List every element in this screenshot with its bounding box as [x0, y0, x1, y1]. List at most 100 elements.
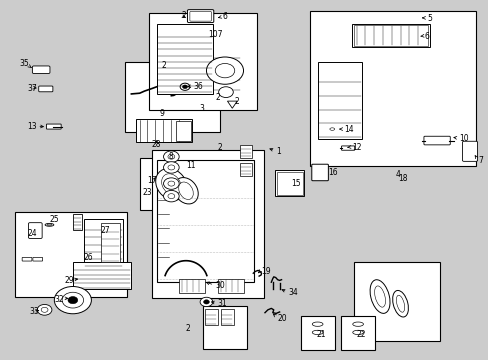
FancyBboxPatch shape — [341, 146, 354, 150]
Circle shape — [218, 87, 233, 98]
Text: 31: 31 — [217, 299, 227, 308]
Text: 9: 9 — [159, 109, 163, 118]
Circle shape — [37, 305, 52, 315]
Text: 24: 24 — [27, 229, 37, 238]
Bar — [73, 262, 131, 289]
Circle shape — [68, 297, 78, 304]
Ellipse shape — [327, 127, 336, 132]
Text: 6: 6 — [424, 32, 429, 41]
Bar — [136, 119, 192, 142]
FancyBboxPatch shape — [32, 66, 50, 73]
Circle shape — [167, 181, 174, 186]
Bar — [140, 158, 210, 211]
Circle shape — [203, 300, 209, 304]
Bar — [203, 306, 246, 348]
Text: 6: 6 — [222, 12, 227, 21]
Text: 34: 34 — [288, 288, 298, 297]
Circle shape — [167, 194, 174, 199]
Bar — [73, 214, 81, 230]
Text: 2: 2 — [185, 324, 190, 333]
Ellipse shape — [312, 322, 323, 326]
Text: 13: 13 — [27, 122, 37, 131]
Circle shape — [215, 63, 234, 78]
Ellipse shape — [374, 286, 385, 307]
Bar — [275, 170, 304, 196]
Text: 29: 29 — [64, 276, 74, 285]
Circle shape — [62, 292, 83, 308]
Text: 22: 22 — [356, 330, 366, 339]
Bar — [239, 163, 251, 176]
Ellipse shape — [352, 322, 363, 326]
Bar — [353, 26, 427, 46]
Text: 15: 15 — [290, 179, 300, 188]
Bar — [217, 279, 244, 293]
Text: 8: 8 — [168, 152, 173, 161]
FancyBboxPatch shape — [39, 86, 53, 92]
Text: 18: 18 — [397, 174, 407, 183]
Text: 16: 16 — [328, 168, 337, 177]
Bar — [149, 13, 256, 110]
Bar — [353, 262, 439, 341]
Bar — [205, 309, 218, 325]
Text: 12: 12 — [351, 143, 361, 152]
Text: 37: 37 — [27, 84, 37, 93]
FancyBboxPatch shape — [423, 136, 449, 145]
Bar — [157, 24, 212, 94]
Bar — [340, 316, 374, 350]
Text: 2: 2 — [181, 10, 185, 19]
Text: 27: 27 — [101, 226, 110, 235]
Bar — [125, 62, 220, 132]
Text: 107: 107 — [207, 30, 222, 39]
FancyBboxPatch shape — [187, 10, 213, 23]
Text: 19: 19 — [261, 267, 271, 276]
Ellipse shape — [396, 295, 404, 312]
Bar — [83, 220, 122, 268]
FancyBboxPatch shape — [28, 223, 42, 238]
Ellipse shape — [178, 182, 193, 199]
Bar — [178, 279, 205, 293]
Bar — [101, 223, 120, 262]
Ellipse shape — [369, 280, 389, 313]
Text: 36: 36 — [193, 82, 203, 91]
Text: 4: 4 — [395, 170, 400, 179]
Text: 17: 17 — [147, 176, 156, 185]
Text: 11: 11 — [185, 161, 195, 170]
Ellipse shape — [352, 330, 363, 334]
Bar — [310, 12, 475, 166]
Ellipse shape — [45, 224, 54, 226]
Text: 26: 26 — [83, 253, 93, 262]
Text: 7: 7 — [478, 156, 483, 165]
Bar — [300, 316, 334, 350]
Text: 14: 14 — [344, 125, 353, 134]
Ellipse shape — [173, 177, 198, 204]
Circle shape — [182, 85, 187, 89]
FancyBboxPatch shape — [33, 257, 42, 261]
Ellipse shape — [392, 291, 407, 317]
Text: 21: 21 — [316, 330, 325, 339]
Text: 2: 2 — [217, 143, 222, 152]
FancyBboxPatch shape — [311, 164, 328, 181]
Circle shape — [163, 151, 179, 162]
Circle shape — [167, 154, 174, 159]
FancyBboxPatch shape — [462, 141, 477, 161]
Ellipse shape — [162, 174, 181, 195]
Bar — [351, 24, 429, 47]
Ellipse shape — [155, 168, 186, 200]
Text: 28: 28 — [152, 140, 161, 149]
Text: 33: 33 — [29, 307, 39, 316]
Bar — [15, 212, 127, 297]
Text: 23: 23 — [142, 188, 151, 197]
Text: 2: 2 — [215, 93, 220, 102]
Circle shape — [206, 57, 243, 84]
Circle shape — [41, 307, 48, 312]
Text: 35: 35 — [19, 59, 29, 68]
Text: 2: 2 — [161, 61, 166, 70]
Bar — [157, 160, 254, 282]
Text: 1: 1 — [276, 147, 281, 156]
Text: 2: 2 — [234, 96, 239, 105]
Bar — [317, 62, 361, 139]
Text: 30: 30 — [215, 281, 224, 290]
Circle shape — [180, 83, 189, 90]
Bar — [221, 309, 233, 325]
Text: 32: 32 — [54, 294, 64, 303]
